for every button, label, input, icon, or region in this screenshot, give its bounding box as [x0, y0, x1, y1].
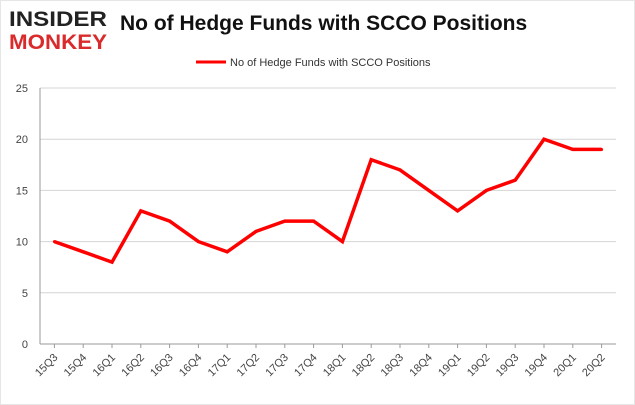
insider-monkey-logo: INSIDER MONKEY — [9, 8, 107, 52]
x-tick-label: 18Q2 — [350, 352, 378, 380]
x-tick-label: 15Q3 — [33, 352, 61, 380]
chart-title: No of Hedge Funds with SCCO Positions — [120, 12, 528, 35]
data-point — [312, 219, 316, 223]
data-point — [571, 147, 575, 151]
x-tick-label: 20Q1 — [551, 352, 579, 380]
data-point — [81, 250, 85, 254]
legend: No of Hedge Funds with SCCO Positions — [196, 57, 431, 69]
legend-label: No of Hedge Funds with SCCO Positions — [230, 57, 431, 69]
x-tick-label: 18Q4 — [407, 352, 435, 380]
axes — [39, 88, 616, 345]
data-point — [369, 158, 373, 162]
y-tick-label: 20 — [16, 134, 28, 146]
x-tick-label: 17Q1 — [206, 352, 234, 380]
x-tick-label: 17Q3 — [263, 352, 291, 380]
data-point — [542, 137, 546, 141]
x-tick-label: 18Q1 — [321, 352, 349, 380]
data-point — [52, 240, 56, 244]
x-tick-label: 17Q2 — [235, 352, 263, 380]
y-tick-labels: 0 5 10 15 20 25 — [16, 83, 28, 351]
x-tick-label: 19Q3 — [494, 352, 522, 380]
data-point — [168, 219, 172, 223]
data-point — [513, 178, 517, 182]
y-tick-label: 0 — [22, 339, 28, 351]
data-point — [283, 219, 287, 223]
y-tick-label: 25 — [16, 83, 28, 95]
x-tick-label: 16Q3 — [148, 352, 176, 380]
x-tick-label: 15Q4 — [62, 352, 90, 380]
data-point — [110, 260, 114, 264]
y-tick-label: 10 — [16, 237, 28, 249]
series-line — [53, 137, 602, 265]
x-tick-label: 19Q4 — [523, 352, 551, 380]
x-tick-label: 16Q4 — [177, 352, 205, 380]
y-tick-label: 5 — [22, 288, 28, 300]
data-point — [398, 168, 402, 172]
data-point — [196, 240, 200, 244]
series-layer — [52, 137, 604, 265]
data-point — [427, 188, 431, 192]
data-point — [225, 250, 229, 254]
x-tick-label: 19Q2 — [465, 352, 493, 380]
data-point — [484, 188, 488, 192]
data-point — [254, 229, 258, 233]
x-tick-labels: 15Q3 15Q4 16Q1 16Q2 16Q3 16Q4 17Q1 17Q2 17Q3 17Q4… — [33, 344, 608, 379]
logo-line-monkey: MONKEY — [9, 31, 107, 52]
y-tick-label: 15 — [16, 185, 28, 197]
x-tick-label: 17Q4 — [292, 352, 320, 380]
logo-line-insider: INSIDER — [9, 8, 107, 31]
x-tick-label: 16Q2 — [119, 352, 147, 380]
x-tick-label: 19Q1 — [436, 352, 464, 380]
data-point — [139, 209, 143, 213]
x-tick-label: 16Q1 — [91, 352, 119, 380]
data-point — [456, 209, 460, 213]
data-point — [600, 147, 604, 151]
data-point — [340, 240, 344, 244]
x-tick-label: 18Q3 — [379, 352, 407, 380]
grid-lines — [40, 87, 616, 294]
x-tick-label: 20Q2 — [580, 352, 608, 380]
